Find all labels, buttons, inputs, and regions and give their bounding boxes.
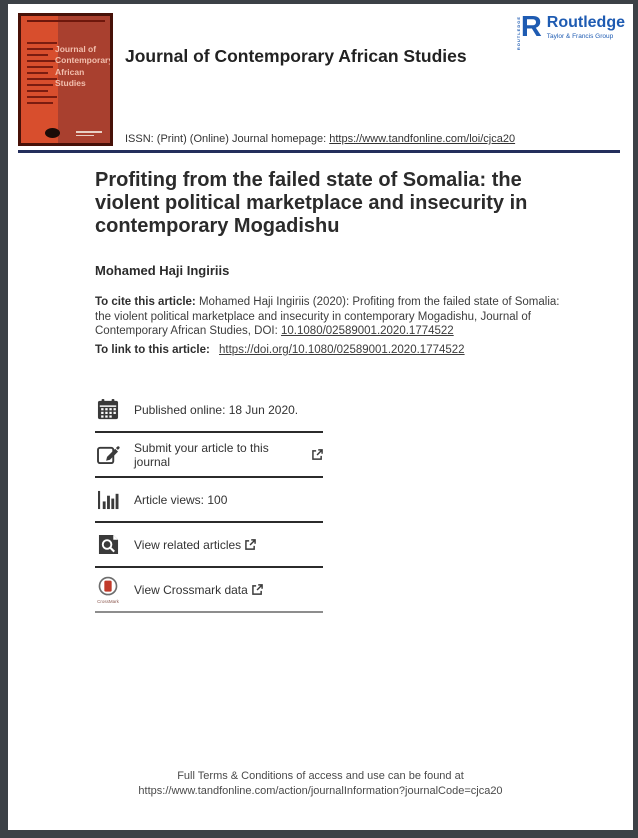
taylor-francis-tagline: Taylor & Francis Group [546,32,614,40]
external-link-icon [312,449,323,460]
cover-contents-lines [27,42,57,108]
cover-routledge-mark [76,131,102,138]
crossmark-icon: CrossMark [95,576,121,604]
cover-dark-panel [58,16,110,143]
routledge-logo: ROUTLEDGE R Routledge Taylor & Francis G… [515,11,625,51]
terms-footer: Full Terms & Conditions of access and us… [8,769,633,799]
related-articles-icon [95,534,121,555]
article-doi-link[interactable]: https://doi.org/10.1080/02589001.2020.17… [219,344,465,356]
issn-label: ISSN: (Print) (Online) Journal homepage: [125,133,327,145]
external-link-icon [252,584,263,595]
related-articles-row[interactable]: View related articles [95,523,323,568]
crossmark-caption: CrossMark [97,598,119,604]
journal-homepage-link[interactable]: https://www.tandfonline.com/loi/cjca20 [329,133,516,145]
cover-journal-title: Journal of Contemporary African Studies [55,44,113,89]
submit-article-icon [95,444,121,465]
crossmark-row[interactable]: CrossMark View Crossmark data [95,568,323,613]
link-label: To link to this article: [95,344,210,356]
bar-chart-icon [95,490,121,510]
header-divider-rule [18,150,620,153]
citation-block: To cite this article: Mohamed Haji Ingir… [95,295,565,339]
journal-title-heading: Journal of Contemporary African Studies [125,46,467,66]
related-articles-label: View related articles [134,538,256,552]
submit-article-row[interactable]: Submit your article to this journal [95,433,323,478]
footer-journal-info-url[interactable]: https://www.tandfonline.com/action/journ… [138,784,503,797]
external-link-icon [245,539,256,550]
cite-text: Mohamed Haji Ingiriis (2020): Profiting … [95,296,560,338]
cite-doi-link[interactable]: 10.1080/02589001.2020.1774522 [281,325,454,338]
calendar-icon [95,399,121,420]
cover-volume-line [27,20,105,22]
issn-homepage-line: ISSN: (Print) (Online) Journal homepage:… [125,133,515,145]
article-cover-page: Journal of Contemporary African Studies … [8,4,633,830]
submit-article-label: Submit your article to this journal [134,441,323,469]
africa-logo-icon [45,128,60,138]
article-title: Profiting from the failed state of Somal… [95,169,528,237]
cite-label: To cite this article: [95,296,196,308]
routledge-wordmark: Routledge [546,14,625,31]
footer-line1: Full Terms & Conditions of access and us… [177,770,464,782]
article-views-row: Article views: 100 [95,478,323,523]
routledge-r-icon: ROUTLEDGE R [515,11,542,51]
published-online-label: Published online: 18 Jun 2020. [134,402,299,417]
journal-cover-thumbnail: Journal of Contemporary African Studies [18,13,113,146]
link-block: To link to this article: https://doi.org… [95,344,465,356]
crossmark-label: View Crossmark data [134,583,263,597]
published-online-row: Published online: 18 Jun 2020. [95,388,323,433]
article-action-list: Published online: 18 Jun 2020. Submit yo… [95,388,323,613]
article-views-label: Article views: 100 [134,492,228,507]
article-author: Mohamed Haji Ingiriis [95,263,230,278]
